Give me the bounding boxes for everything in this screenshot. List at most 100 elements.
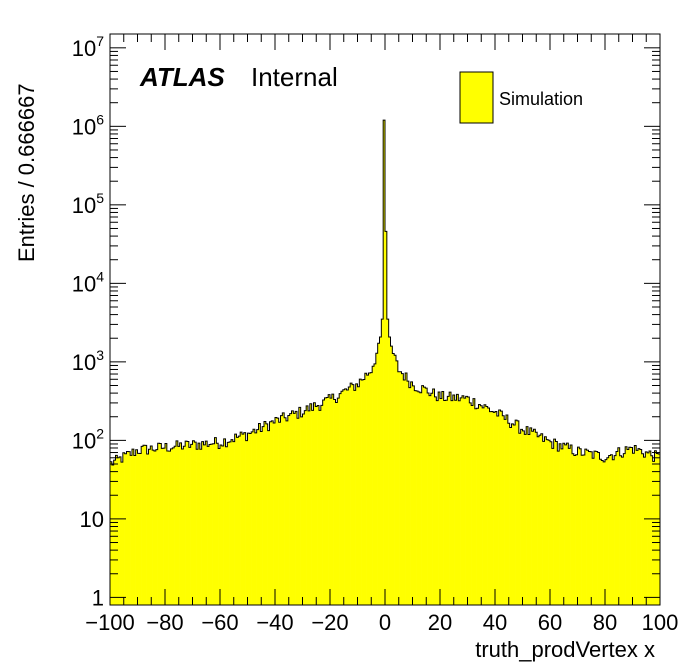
histogram-bin <box>306 405 309 605</box>
histogram-bin <box>225 446 228 605</box>
histogram-bin <box>643 457 646 605</box>
histogram-bin <box>168 451 171 605</box>
x-tick-label: 20 <box>428 610 452 635</box>
histogram-bin <box>572 453 575 605</box>
histogram-bin <box>319 410 322 605</box>
histogram-bin <box>623 453 626 605</box>
histogram-bin <box>407 381 410 605</box>
histogram-bin <box>148 449 151 605</box>
histogram-bin <box>638 448 641 605</box>
histogram-bin <box>550 441 553 605</box>
histogram-bin <box>293 413 296 605</box>
histogram-bin <box>480 405 483 605</box>
histogram-bin <box>174 446 177 605</box>
histogram-bin <box>379 336 382 605</box>
histogram-bin <box>170 448 173 605</box>
x-tick-label: −40 <box>256 610 293 635</box>
histogram-bin <box>154 451 157 605</box>
histogram-bin <box>375 353 378 605</box>
histogram-bin <box>535 432 538 605</box>
histogram-bin <box>590 451 593 605</box>
histogram-bin <box>113 460 116 605</box>
histogram-bin <box>612 459 615 605</box>
histogram-bin <box>583 454 586 605</box>
histogram-bin <box>190 444 193 605</box>
histogram-bin <box>364 373 367 605</box>
histogram-bin <box>122 452 125 605</box>
histogram-bin <box>440 398 443 605</box>
histogram-bin <box>141 446 144 605</box>
histogram-bin <box>410 381 413 605</box>
x-tick-label: 0 <box>379 610 391 635</box>
histogram-bin <box>401 373 404 605</box>
histogram-bin <box>128 451 131 605</box>
histogram-bin <box>264 421 267 605</box>
histogram-bin <box>392 353 395 605</box>
histogram-bin <box>471 405 474 605</box>
histogram-bin <box>194 442 197 605</box>
x-axis-ticks: −100 −80 −60 −40 −20 0 20 40 60 80 100 <box>85 34 678 635</box>
histogram-bin <box>507 423 510 605</box>
histogram-bin <box>286 420 289 605</box>
histogram-bin <box>280 415 283 605</box>
histogram-bin <box>524 434 527 605</box>
histogram-bin <box>366 375 369 605</box>
histogram-bin <box>346 389 349 605</box>
histogram-bin <box>388 336 391 605</box>
histogram-bin <box>561 448 564 605</box>
histogram-bin <box>117 457 120 605</box>
histogram-bin <box>320 405 323 605</box>
histogram-bin <box>485 406 488 605</box>
histogram-bin <box>342 389 345 605</box>
histogram-bin <box>575 454 578 605</box>
histogram-bin <box>282 412 285 605</box>
histogram-bin <box>601 460 604 605</box>
histogram-bin <box>639 449 642 605</box>
histogram-bin <box>163 448 166 605</box>
histogram-bin <box>368 372 371 605</box>
histogram-bin <box>236 437 239 605</box>
histogram-bin <box>460 397 463 605</box>
histogram-bin <box>654 450 657 605</box>
histogram-bin <box>199 449 202 605</box>
histogram-bin <box>451 400 454 605</box>
histogram-bin <box>394 355 397 605</box>
histogram-bin <box>309 403 312 605</box>
histogram-bin <box>352 384 355 605</box>
histogram-bin <box>452 395 455 605</box>
legend-swatch <box>459 71 494 124</box>
histogram-bin <box>370 372 373 605</box>
histogram-bin <box>656 453 659 605</box>
histogram-bin <box>416 390 419 605</box>
histogram-bin <box>339 393 342 605</box>
histogram-bin <box>110 461 113 605</box>
histogram-bin <box>520 429 523 605</box>
histogram-bin <box>172 447 175 605</box>
histogram-bin <box>333 399 336 605</box>
histogram-bin <box>143 445 146 605</box>
histogram-bin <box>559 443 562 605</box>
histogram-bin <box>198 443 201 605</box>
histogram-bin <box>331 394 334 605</box>
histogram-bin <box>570 445 573 605</box>
histogram-bin <box>311 410 314 605</box>
histogram-bin <box>247 433 250 605</box>
y-axis-ticks: 1 10 102 103 104 105 106 107 <box>72 33 660 610</box>
y-tick-label: 103 <box>72 347 104 375</box>
histogram-bin <box>287 415 290 605</box>
x-tick-label: −60 <box>201 610 238 635</box>
histogram-bin <box>592 458 595 605</box>
histogram-bin <box>335 402 338 605</box>
histogram-bin <box>616 451 619 605</box>
histogram-bin <box>551 448 554 605</box>
histogram-bin <box>513 425 516 605</box>
x-tick-label: 80 <box>593 610 617 635</box>
histogram-bin <box>487 407 490 605</box>
histogram-bin <box>326 397 329 605</box>
histogram-bin <box>478 404 481 605</box>
histogram-bin <box>515 420 518 605</box>
histogram-bin <box>562 443 565 605</box>
histogram-bin <box>502 415 505 605</box>
histogram-bin <box>493 412 496 605</box>
histogram-bin <box>436 400 439 605</box>
